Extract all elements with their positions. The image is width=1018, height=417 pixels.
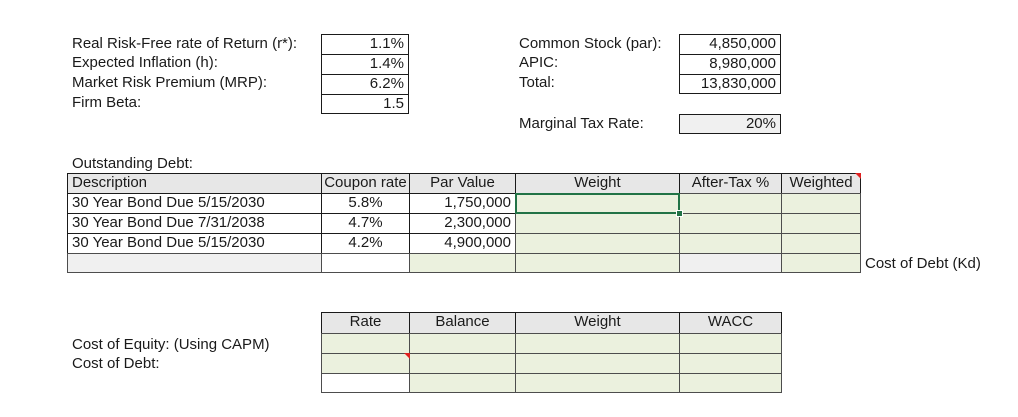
market-risk-premium-label: Market Risk Premium (MRP): — [72, 74, 268, 91]
debt-row-description[interactable]: 30 Year Bond Due 5/15/2030 — [67, 233, 322, 254]
debt-row-par-value[interactable]: 2,300,000 — [409, 213, 516, 234]
debt-wacc-cell[interactable] — [679, 353, 782, 374]
debt-row-after-tax-cell[interactable] — [679, 193, 782, 214]
cost-of-debt-label: Cost of Debt (Kd) — [865, 255, 981, 272]
debt-total-par-cell[interactable] — [409, 253, 516, 273]
apic-label: APIC: — [519, 54, 559, 71]
debt-header-coupon: Coupon rate — [321, 173, 410, 194]
total-label: Total: — [519, 74, 555, 91]
debt-total-after-tax-cell[interactable] — [679, 253, 782, 273]
equity-rate-cell[interactable] — [321, 333, 410, 354]
wacc-header-weight: Weight — [515, 312, 680, 334]
debt-row-description[interactable]: 30 Year Bond Due 7/31/2038 — [67, 213, 322, 234]
risk-free-rate-label: Real Risk-Free rate of Return (r*): — [72, 35, 298, 52]
wacc-header-balance: Balance — [409, 312, 516, 334]
debt-row-weight-cell-selected[interactable] — [515, 193, 680, 214]
total-cell[interactable]: 13,830,000 — [679, 74, 781, 94]
wacc-header-wacc: WACC — [679, 312, 782, 334]
total-wacc-cell[interactable] — [679, 373, 782, 393]
cost-of-equity-label: Cost of Equity: (Using CAPM) — [72, 336, 270, 353]
debt-row-par-value[interactable]: 4,900,000 — [409, 233, 516, 254]
debt-header-description: Description — [67, 173, 322, 194]
total-rate-cell[interactable] — [321, 373, 410, 393]
common-stock-label: Common Stock (par): — [519, 35, 662, 52]
cost-of-debt-cell[interactable] — [781, 253, 861, 273]
debt-header-par-value: Par Value — [409, 173, 516, 194]
debt-header-after-tax: After-Tax % — [679, 173, 782, 194]
debt-row-weighted-cell[interactable] — [781, 193, 861, 214]
comment-marker-icon[interactable] — [855, 173, 861, 179]
debt-row-weight-cell[interactable] — [515, 233, 680, 254]
comment-marker-icon[interactable] — [404, 353, 410, 359]
total-weight-cell[interactable] — [515, 373, 680, 393]
debt-row-coupon[interactable]: 4.7% — [321, 213, 410, 234]
debt-row-coupon[interactable]: 5.8% — [321, 193, 410, 214]
expected-inflation-label: Expected Inflation (h): — [72, 54, 218, 71]
equity-balance-cell[interactable] — [409, 333, 516, 354]
marginal-tax-rate-label: Marginal Tax Rate: — [519, 115, 644, 132]
debt-row-description[interactable]: 30 Year Bond Due 5/15/2030 — [67, 193, 322, 214]
equity-wacc-cell[interactable] — [679, 333, 782, 354]
firm-beta-cell[interactable]: 1.5 — [321, 94, 409, 114]
debt-rate-cell[interactable] — [321, 353, 410, 374]
common-stock-cell[interactable]: 4,850,000 — [679, 34, 781, 55]
market-risk-premium-cell[interactable]: 6.2% — [321, 74, 409, 95]
firm-beta-label: Firm Beta: — [72, 94, 142, 111]
debt-weight-cell[interactable] — [515, 353, 680, 374]
debt-row-weight-cell[interactable] — [515, 213, 680, 234]
debt-total-description-cell[interactable] — [67, 253, 322, 273]
expected-inflation-cell[interactable]: 1.4% — [321, 54, 409, 75]
debt-balance-cell[interactable] — [409, 353, 516, 374]
debt-header-weighted: Weighted — [781, 173, 861, 194]
apic-cell[interactable]: 8,980,000 — [679, 54, 781, 75]
marginal-tax-rate-cell[interactable]: 20% — [679, 114, 781, 134]
fill-handle[interactable] — [676, 210, 683, 217]
wacc-header-rate: Rate — [321, 312, 410, 334]
equity-weight-cell[interactable] — [515, 333, 680, 354]
cost-of-debt-row-label: Cost of Debt: — [72, 355, 160, 372]
debt-header-weight: Weight — [515, 173, 680, 194]
debt-row-after-tax-cell[interactable] — [679, 233, 782, 254]
debt-row-weighted-cell[interactable] — [781, 213, 861, 234]
risk-free-rate-cell[interactable]: 1.1% — [321, 34, 409, 55]
debt-total-coupon-cell[interactable] — [321, 253, 410, 273]
outstanding-debt-title: Outstanding Debt: — [72, 155, 193, 172]
total-balance-cell[interactable] — [409, 373, 516, 393]
debt-row-after-tax-cell[interactable] — [679, 213, 782, 234]
debt-row-coupon[interactable]: 4.2% — [321, 233, 410, 254]
debt-row-weighted-cell[interactable] — [781, 233, 861, 254]
debt-total-weight-cell[interactable] — [515, 253, 680, 273]
debt-row-par-value[interactable]: 1,750,000 — [409, 193, 516, 214]
